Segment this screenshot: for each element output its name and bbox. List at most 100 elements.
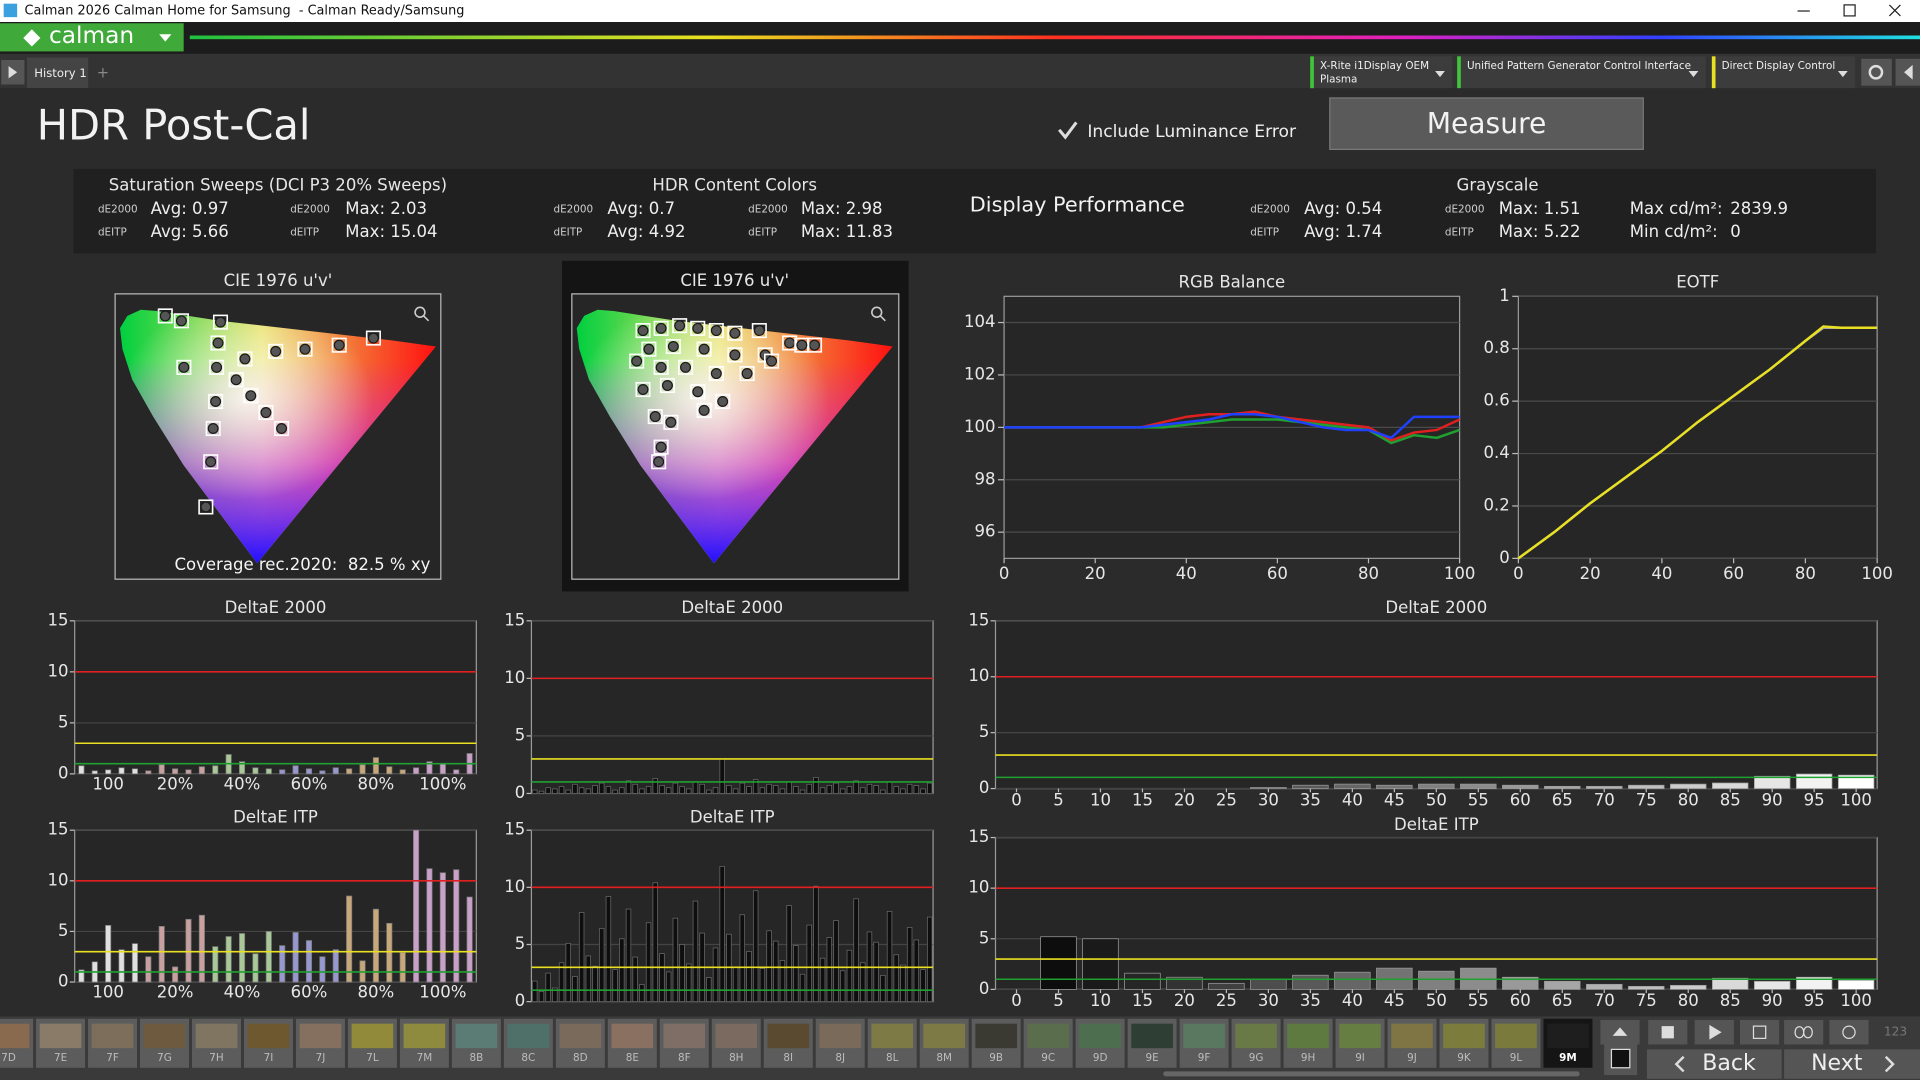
target-marker — [794, 337, 810, 353]
bar — [900, 964, 906, 1003]
target-marker — [708, 323, 724, 339]
metric-value: Avg: 4.92 — [607, 222, 685, 241]
settings-button[interactable] — [1861, 58, 1892, 86]
add-tab-button[interactable]: + — [97, 64, 109, 81]
metric-label: dE2000 — [1250, 203, 1290, 215]
back-button[interactable] — [1646, 1049, 1782, 1079]
maximize-button[interactable] — [1843, 4, 1856, 17]
bar — [880, 789, 886, 794]
measured-marker — [809, 339, 821, 351]
target-marker — [690, 384, 706, 400]
metric-value: Max: 2.98 — [801, 199, 883, 218]
bar — [813, 776, 819, 794]
bar — [893, 786, 899, 794]
measured-marker — [717, 395, 729, 407]
bar — [252, 767, 259, 775]
device-dropdown[interactable] — [1310, 56, 1453, 89]
bar — [712, 947, 719, 1003]
bar — [565, 789, 571, 794]
bar — [752, 890, 759, 1003]
bar — [466, 896, 473, 983]
y-tick-label: 0.2 — [1484, 495, 1510, 514]
measured-marker — [692, 322, 704, 334]
swatch-color — [1235, 1023, 1277, 1049]
bar — [346, 768, 353, 775]
measured-marker — [649, 411, 661, 423]
bar — [672, 782, 679, 794]
bar — [853, 780, 859, 794]
dropdown-arrow — [1435, 71, 1445, 78]
y-tick-label: 15 — [968, 827, 989, 846]
bar — [619, 787, 625, 794]
y-tick-label: 15 — [48, 610, 69, 629]
measured-marker — [159, 310, 171, 322]
target-marker — [727, 347, 743, 363]
bar — [292, 932, 299, 983]
chart-title: DeltaE 2000 — [681, 598, 783, 617]
control-button[interactable] — [1740, 1020, 1780, 1045]
x-tick-label: 35 — [1300, 991, 1321, 1010]
bar — [860, 787, 866, 794]
y-tick-label: 0 — [58, 972, 69, 991]
swatch-label: 9K — [1457, 1052, 1472, 1064]
x-tick-label: 80% — [358, 774, 395, 793]
x-tick-label: 100% — [419, 983, 466, 1002]
measured-marker — [784, 337, 796, 349]
bar — [645, 922, 652, 1002]
chart-title: DeltaE ITP — [233, 807, 318, 826]
measured-marker — [655, 361, 667, 373]
bar — [1711, 782, 1749, 789]
swatch-color — [611, 1023, 654, 1049]
x-tick-label: 75 — [1636, 991, 1657, 1010]
device-status — [1457, 56, 1461, 89]
metric-label: dEITP — [1250, 227, 1279, 239]
zoom-icon[interactable] — [414, 306, 886, 322]
bar — [746, 786, 752, 794]
device-dropdown[interactable] — [1711, 56, 1856, 89]
target-marker — [696, 341, 712, 357]
next-icon — [1884, 1055, 1895, 1073]
target-marker — [258, 405, 274, 421]
control-button[interactable] — [1829, 1020, 1869, 1045]
swatch-color — [767, 1023, 810, 1049]
measured-marker — [299, 343, 311, 355]
next-button[interactable] — [1784, 1049, 1920, 1079]
bar — [1334, 783, 1371, 789]
tab[interactable] — [26, 57, 89, 89]
bar — [1670, 783, 1707, 789]
x-tick-label: 0 — [1011, 790, 1022, 809]
bar — [386, 766, 393, 775]
bar — [399, 952, 406, 983]
tab-label: History 1 — [34, 66, 86, 80]
bar — [292, 765, 299, 775]
bar — [779, 788, 786, 794]
bar — [893, 954, 899, 1003]
target-marker — [708, 366, 724, 382]
bar — [1208, 982, 1245, 990]
y-tick-label: 10 — [48, 661, 69, 680]
bar — [786, 781, 792, 794]
x-tick-label: 100 — [1861, 564, 1893, 583]
summary-title: HDR Content Colors — [652, 176, 817, 195]
bar — [686, 963, 692, 1003]
bar — [625, 908, 632, 1003]
bar — [686, 788, 692, 794]
bar — [625, 780, 632, 794]
measure-button[interactable] — [1329, 97, 1644, 150]
logo-icon — [23, 29, 41, 47]
bar — [78, 969, 85, 983]
close-button[interactable] — [1888, 4, 1901, 17]
swatch-label: 9H — [1301, 1052, 1315, 1064]
plot-area — [74, 829, 477, 983]
scrollbar[interactable] — [1163, 1071, 1580, 1077]
device-label: Direct Display Control — [1722, 60, 1836, 72]
target-marker — [297, 341, 313, 357]
target-marker — [365, 330, 381, 346]
checkbox[interactable] — [1058, 121, 1078, 140]
y-tick-label: 5 — [515, 934, 526, 953]
y-tick-label: 5 — [515, 725, 526, 744]
bar — [712, 787, 719, 794]
bar — [265, 768, 272, 775]
measured-marker — [230, 374, 242, 386]
device-dropdown[interactable] — [1457, 56, 1706, 89]
